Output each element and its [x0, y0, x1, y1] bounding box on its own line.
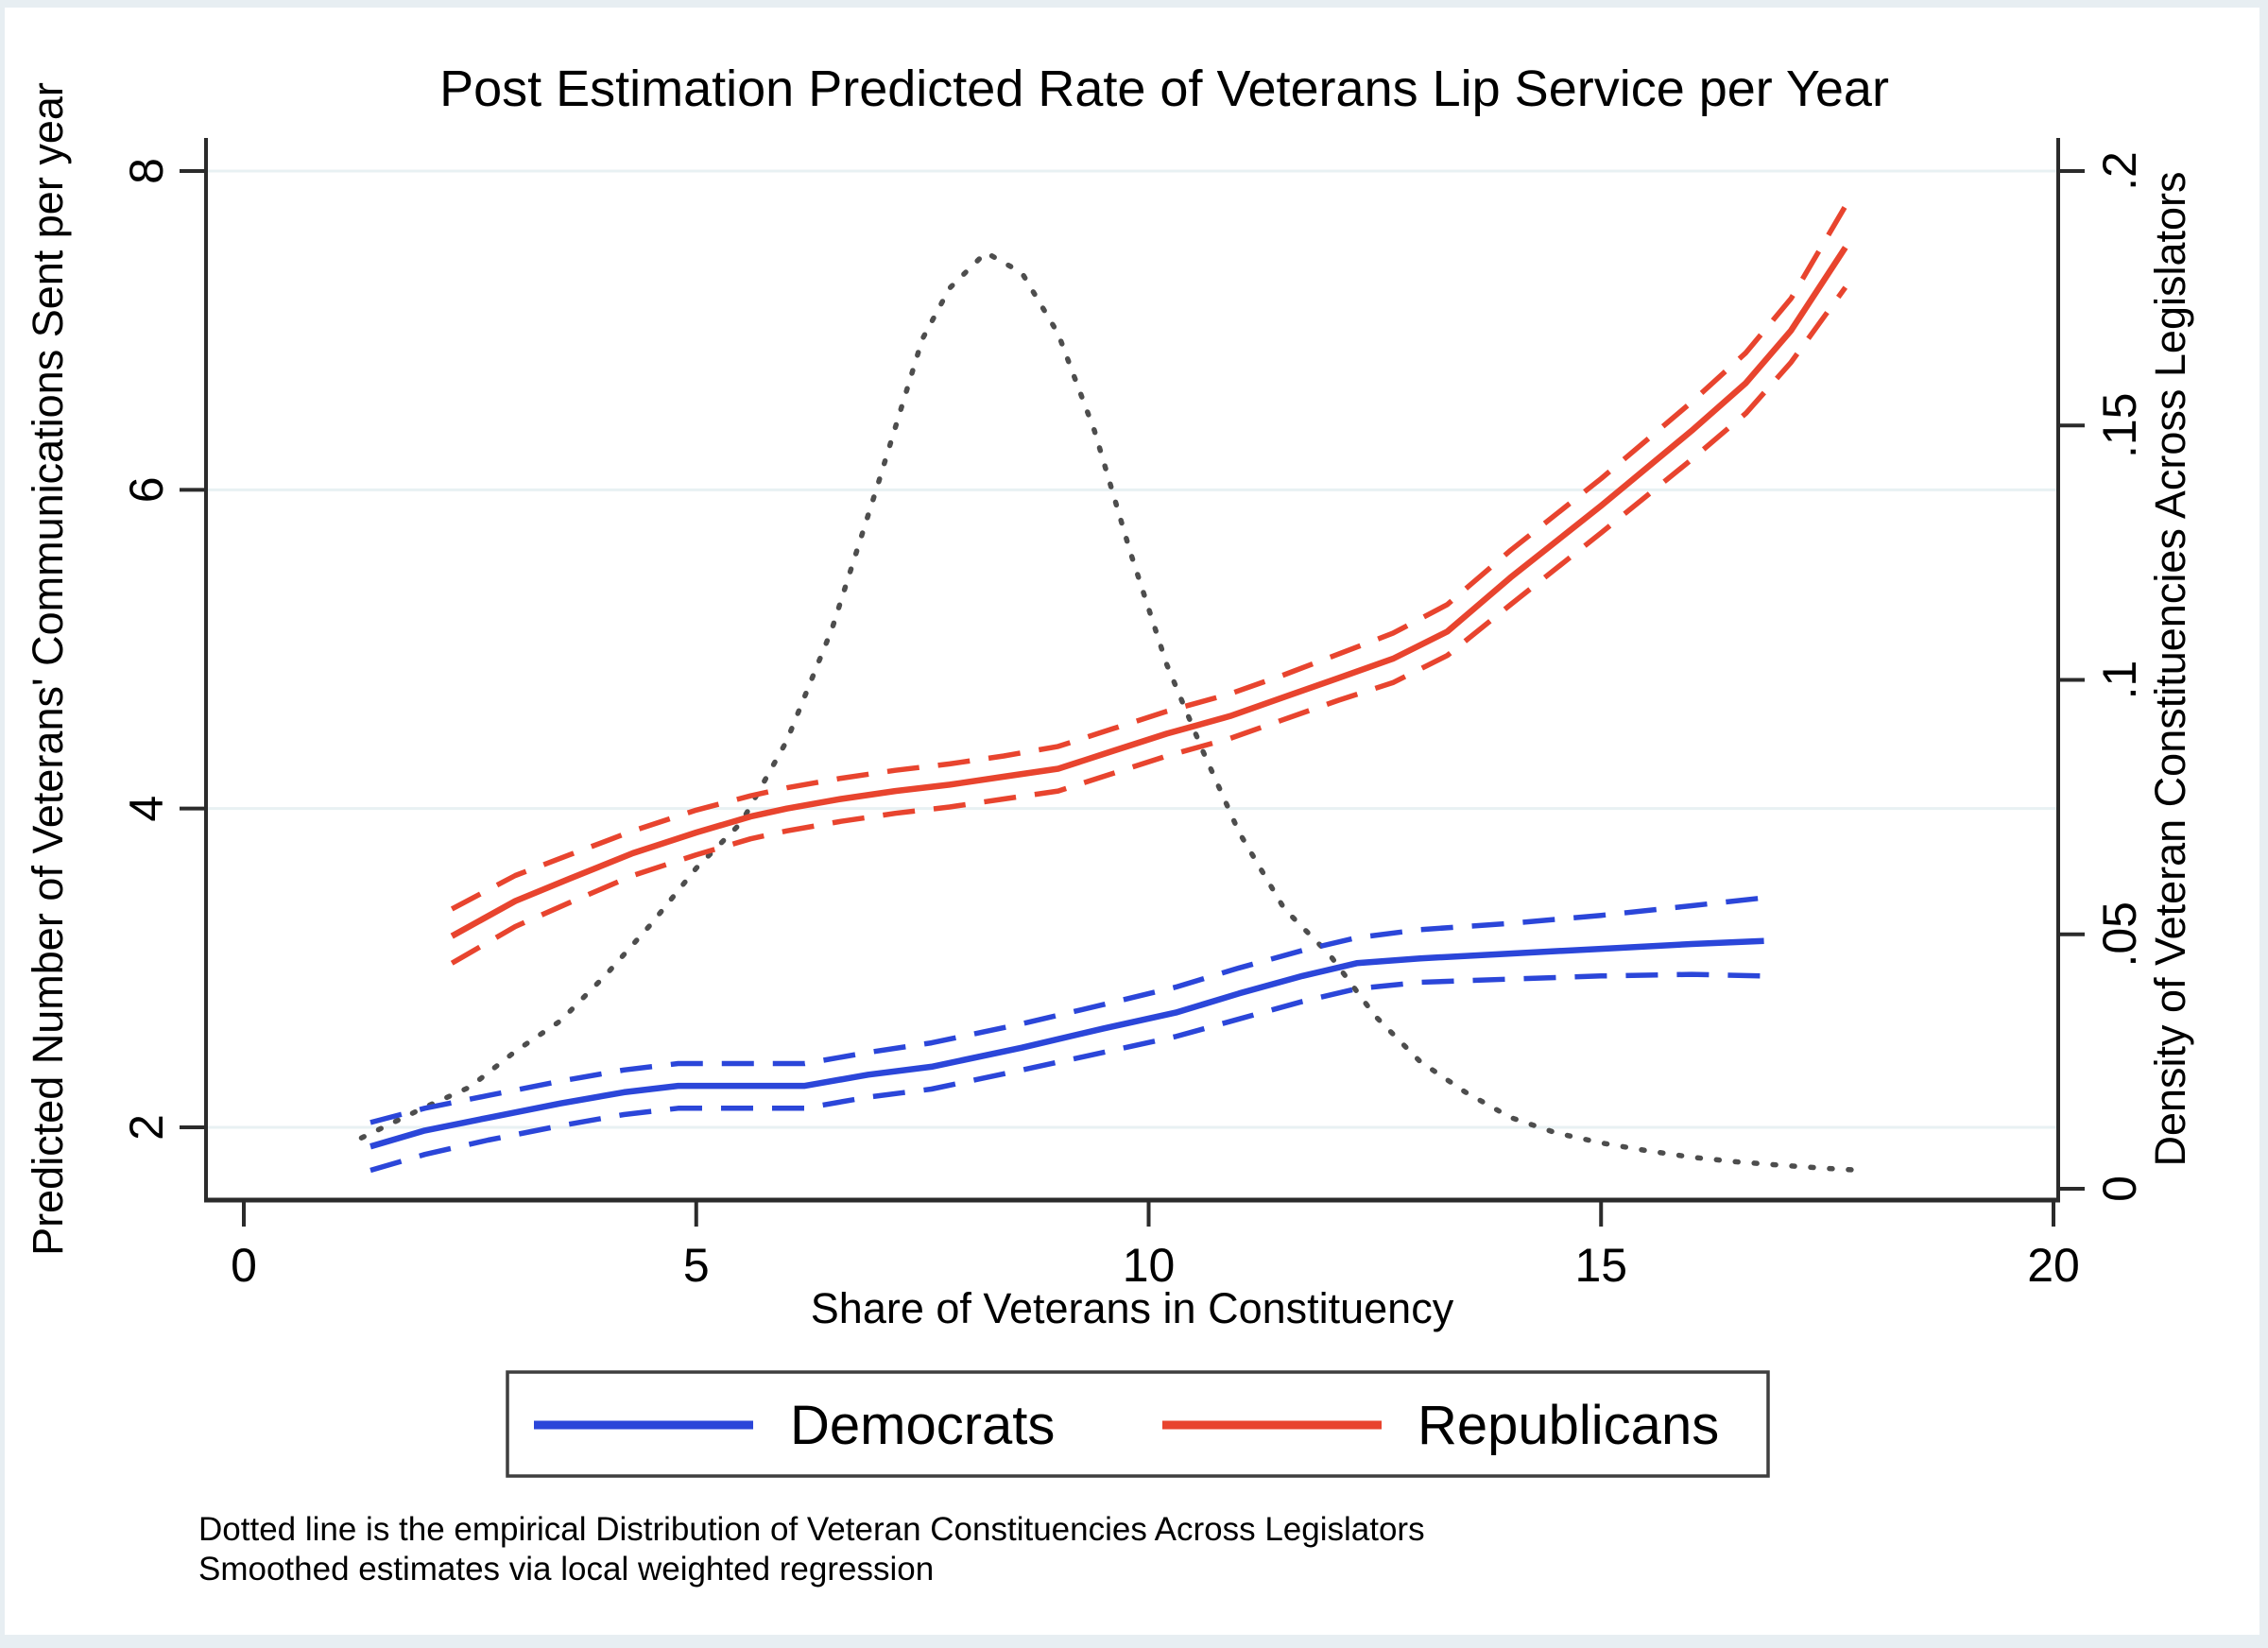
right-axis-title: Density of Veteran Constituencies Across… — [2146, 171, 2194, 1166]
republicans-center-line — [450, 246, 1848, 939]
republicans-upper-ci-line — [450, 204, 1848, 912]
left-tick-label-2: 2 — [120, 1114, 173, 1141]
left-tick-label-8: 8 — [120, 158, 173, 184]
right-tick-label-0.2: .2 — [2093, 151, 2146, 191]
x-tick-label-5: 5 — [683, 1239, 710, 1292]
right-tick-label-0.1: .1 — [2093, 661, 2146, 700]
democrats-center-line — [369, 937, 1764, 1150]
x-tick-label-20: 20 — [2027, 1239, 2080, 1292]
density-distribution-line — [358, 249, 1858, 1173]
gridline-layer — [206, 169, 2058, 1129]
left-tick-label-6: 6 — [120, 476, 173, 503]
x-tick-label-10: 10 — [1123, 1239, 1176, 1292]
democrats-upper-ci-line — [369, 895, 1764, 1125]
footnote-line-2: Smoothed estimates via local weighted re… — [198, 1551, 934, 1588]
series-layer — [358, 204, 1858, 1174]
right-tick-label-0.05: .05 — [2093, 901, 2146, 968]
democrats-lower-ci-line — [369, 971, 1764, 1174]
republicans-lower-ci-line — [450, 285, 1848, 966]
right-tick-label-0: 0 — [2093, 1176, 2146, 1202]
footnote-line-1: Dotted line is the empirical Distributio… — [198, 1511, 1425, 1548]
chart-title: Post Estimation Predicted Rate of Vetera… — [439, 60, 1889, 117]
democrats-legend-label: Democrats — [790, 1395, 1055, 1456]
plot-frame — [204, 138, 2060, 1203]
x-tick-label-15: 15 — [1574, 1239, 1627, 1292]
x-axis-title: Share of Veterans in Constituency — [811, 1284, 1454, 1332]
x-tick-label-0: 0 — [231, 1239, 257, 1292]
left-tick-label-4: 4 — [120, 796, 173, 822]
left-axis-title: Predicted Number of Veterans' Communicat… — [24, 82, 72, 1256]
right-tick-label-0.15: .15 — [2093, 392, 2146, 458]
republicans-legend-label: Republicans — [1418, 1395, 1719, 1456]
tick-layer: 2 4 6 8 0 .05 .1 .15 .2 0 5 10 15 20 — [120, 151, 2146, 1292]
figure-background — [5, 8, 2259, 1635]
legend: Democrats Republicans — [506, 1370, 1770, 1478]
